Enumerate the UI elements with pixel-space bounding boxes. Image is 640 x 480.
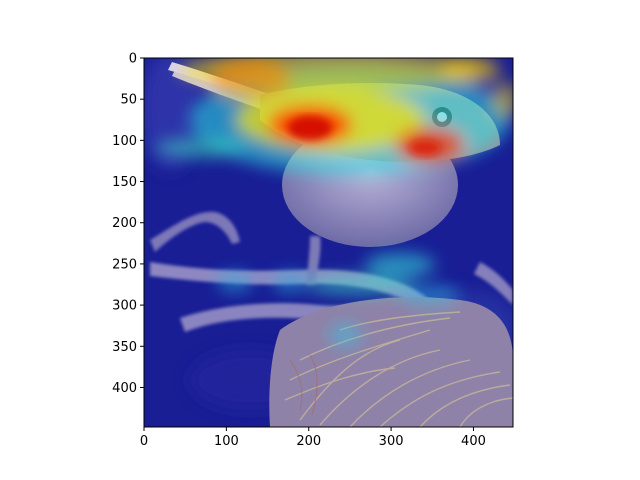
y-tick-label: 400 — [112, 381, 137, 396]
x-tick-label: 0 — [140, 434, 148, 449]
y-tick-label: 300 — [112, 299, 137, 314]
y-axis: 0 50 100 150 200 250 300 350 400 — [112, 52, 144, 396]
y-tick-label: 0 — [129, 52, 137, 67]
x-axis: 0 100 200 300 400 — [140, 427, 486, 449]
y-tick-label: 50 — [120, 93, 137, 108]
axes-frame — [143, 57, 514, 428]
y-tick-label: 100 — [112, 134, 137, 149]
y-tick-label: 250 — [112, 257, 137, 272]
y-tick-label: 350 — [112, 340, 137, 355]
image-area — [144, 58, 513, 427]
y-tick-label: 200 — [112, 216, 137, 231]
x-tick-label: 300 — [379, 434, 404, 449]
x-tick-label: 100 — [214, 434, 239, 449]
y-tick-label: 150 — [112, 175, 137, 190]
x-tick-label: 400 — [461, 434, 486, 449]
heatmap-overlay — [155, 58, 513, 347]
x-tick-label: 200 — [296, 434, 321, 449]
nest — [269, 297, 513, 427]
